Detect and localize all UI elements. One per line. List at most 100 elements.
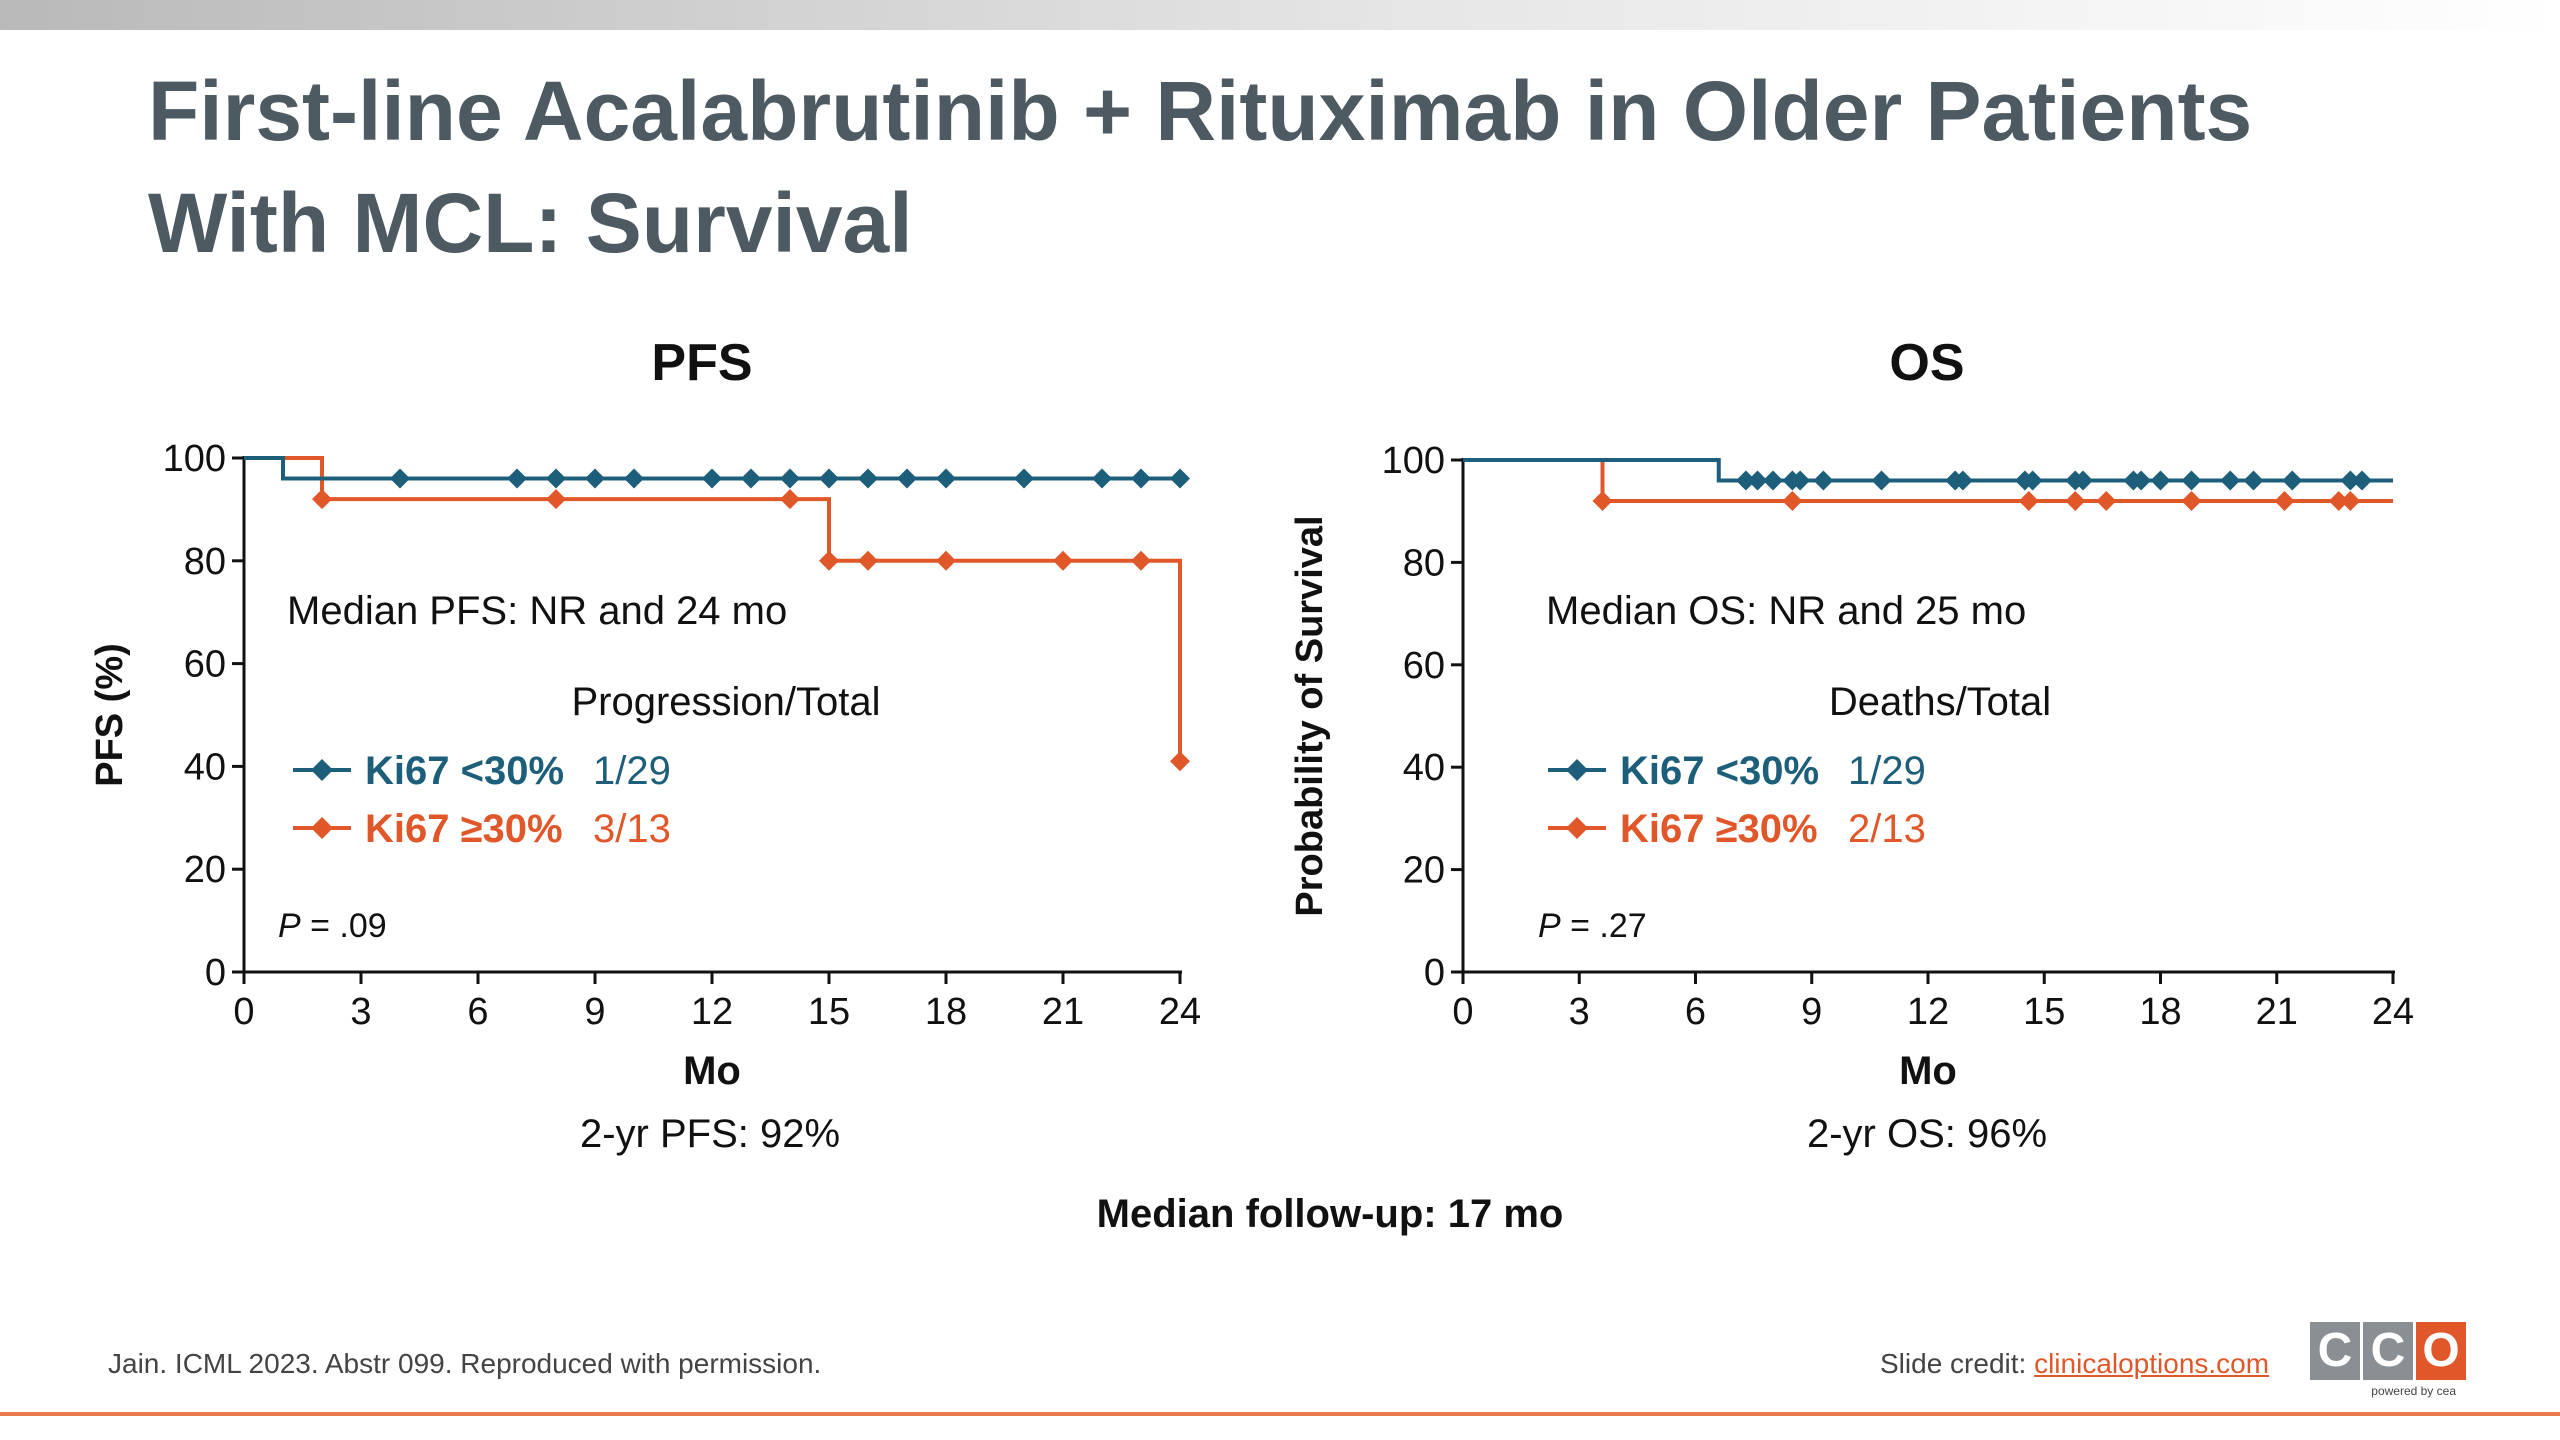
pfs-legend-name: Ki67 <30%	[365, 749, 564, 793]
os-series-0-censor-mark	[1871, 470, 1892, 491]
pfs-series-1-censor-mark	[312, 489, 332, 510]
pfs-series-0-censor-mark	[936, 468, 956, 489]
os-series-1-censor-mark	[1592, 490, 1613, 511]
os-legend-item-0: Ki67 <30% 1/29	[1548, 749, 1926, 793]
pfs-series-0-censor-mark	[624, 468, 644, 489]
pfs-y-tick-label: 60	[184, 644, 226, 686]
pfs-series-1-censor-mark	[780, 489, 800, 510]
os-series-0-censor-mark	[1952, 470, 1973, 491]
slide-title-line-2: With MCL: Survival	[148, 176, 913, 270]
pfs-y-tick-label: 100	[163, 438, 226, 480]
pfs-series-0-censor-mark	[780, 468, 800, 489]
os-chart: OS 0 20 40 60 80 100 0 3 6 9 12 15 18 21 24 Mo Probabilit…	[1280, 320, 2460, 1120]
pfs-x-axis-label: Mo	[683, 1049, 741, 1093]
pfs-2yr-text: 2-yr PFS: 92%	[579, 1112, 841, 1156]
os-legend-name: Ki67 ≥30%	[1620, 807, 1818, 851]
os-series-0-censor-mark	[1763, 470, 1783, 491]
footer-credit-link[interactable]: clinicaloptions.com	[2034, 1348, 2270, 1379]
os-series-0-censor-mark	[2181, 470, 2202, 491]
pfs-p-value: P = .09	[278, 907, 387, 945]
pfs-y-tick-label: 40	[184, 746, 226, 788]
pfs-series-1-censor-mark	[1131, 550, 1151, 571]
pfs-x-tick-label: 18	[925, 991, 967, 1033]
pfs-series-1-line	[244, 456, 1182, 762]
os-series-0-censor-mark	[1790, 470, 1811, 491]
pfs-legend-marker	[311, 817, 333, 839]
logo-letter-3: O	[2416, 1322, 2466, 1380]
os-x-tick-label: 12	[1907, 991, 1949, 1033]
pfs-y-tick-label: 80	[184, 541, 226, 583]
os-chart-svg: OS 0 20 40 60 80 100 0 3 6 9 12 15 18 21 24 Mo Probabilit…	[1289, 334, 2414, 1093]
pfs-y-tick-label: 0	[205, 952, 226, 994]
os-y-tick-label: 80	[1403, 542, 1445, 584]
pfs-legend-name: Ki67 ≥30%	[365, 807, 563, 851]
os-series-0-censor-mark	[2073, 470, 2093, 491]
os-y-axis-label: Probability of Survival	[1289, 515, 1331, 916]
pfs-series-0-censor-mark	[819, 468, 839, 489]
slide-title: First-line Acalabrutinib + Rituximab in …	[148, 55, 2348, 279]
os-series-0-line	[1463, 458, 2393, 483]
os-y-tick-label: 20	[1403, 850, 1445, 892]
os-series-0-censor-mark	[2022, 470, 2043, 491]
os-chart-title: OS	[1889, 334, 1964, 392]
os-series-1-censor-mark	[2328, 490, 2349, 511]
pfs-series-0-censor-mark	[585, 468, 605, 489]
pfs-series-0-censor-mark	[546, 468, 566, 489]
pfs-x-tick-label: 3	[350, 991, 371, 1033]
footer-source: Jain. ICML 2023. Abstr 099. Reproduced w…	[108, 1348, 822, 1379]
pfs-x-tick-label: 9	[584, 991, 605, 1033]
logo-subtitle: powered by cea	[2371, 1384, 2456, 1398]
os-p-label: P	[1538, 907, 1561, 945]
pfs-series-0-censor-mark	[1170, 468, 1190, 489]
os-legend-header: Deaths/Total	[1829, 680, 2051, 724]
os-x-axis-label: Mo	[1899, 1049, 1957, 1093]
os-y-tick-label: 40	[1403, 747, 1445, 789]
os-legend-marker	[1566, 817, 1588, 839]
pfs-series-1-censor-mark	[858, 550, 878, 571]
os-2yr-text: 2-yr OS: 96%	[1806, 1112, 2048, 1156]
os-x-tick-label: 6	[1685, 991, 1706, 1033]
logo-letter-1: C	[2310, 1322, 2360, 1380]
pfs-y-axis-label: PFS (%)	[89, 643, 131, 787]
os-series-0-censor-mark	[1813, 470, 1834, 491]
os-legend-marker	[1566, 759, 1588, 781]
median-followup: Median follow-up: 17 mo	[1096, 1192, 1564, 1236]
pfs-p-label: P	[278, 907, 301, 945]
os-x-tick-label: 24	[2372, 991, 2414, 1033]
pfs-legend-count: 3/13	[593, 807, 671, 851]
pfs-series-1-censor-mark	[1053, 550, 1073, 571]
os-series-0-censor-mark	[2150, 470, 2171, 491]
os-y-tick-label: 0	[1424, 952, 1445, 994]
pfs-series-1-censor-mark	[936, 550, 956, 571]
os-series-1-censor-mark	[2340, 490, 2361, 511]
os-y-tick-label: 100	[1382, 440, 1445, 482]
pfs-x-tick-label: 15	[808, 991, 850, 1033]
slide-title-line-1: First-line Acalabrutinib + Rituximab in …	[148, 64, 2253, 158]
pfs-series-0-censor-mark	[1014, 468, 1034, 489]
os-series-1-censor-mark	[2181, 490, 2202, 511]
os-x-tick-label: 9	[1801, 991, 1822, 1033]
os-p-text: = .27	[1561, 907, 1647, 945]
os-series-1-censor-mark	[2018, 490, 2039, 511]
os-series-0-censor-mark	[2220, 470, 2241, 491]
os-series-0-censor-mark	[1735, 470, 1756, 491]
os-legend-name: Ki67 <30%	[1620, 749, 1819, 793]
os-x-tick-label: 18	[2139, 991, 2181, 1033]
pfs-x-tick-label: 21	[1042, 991, 1084, 1033]
cco-logo: C C O powered by cea	[2310, 1322, 2470, 1402]
os-p-value: P = .27	[1538, 907, 1647, 945]
os-series-1-censor-mark	[2096, 490, 2117, 511]
logo-letter-2: C	[2363, 1322, 2413, 1380]
os-series-0-censor-mark	[1747, 470, 1768, 491]
os-y-tick-label: 60	[1403, 645, 1445, 687]
pfs-p-text: = .09	[301, 907, 387, 945]
footer-credit: Slide credit: clinicaloptions.com	[1880, 1348, 2269, 1380]
pfs-legend-marker	[311, 759, 333, 781]
cco-logo-letters: C C O	[2310, 1322, 2470, 1380]
pfs-chart-svg: PFS 0 20 40 60 80 100 0 3 6 9 12 15 18 21 24 Mo PFS (%) Me…	[89, 334, 1201, 1093]
pfs-series-0-censor-mark	[1131, 468, 1151, 489]
os-x-tick-label: 21	[2256, 991, 2298, 1033]
pfs-legend-count: 1/29	[593, 749, 671, 793]
os-series-0-censor-mark	[2282, 470, 2303, 491]
pfs-series-0-line	[244, 456, 1180, 481]
